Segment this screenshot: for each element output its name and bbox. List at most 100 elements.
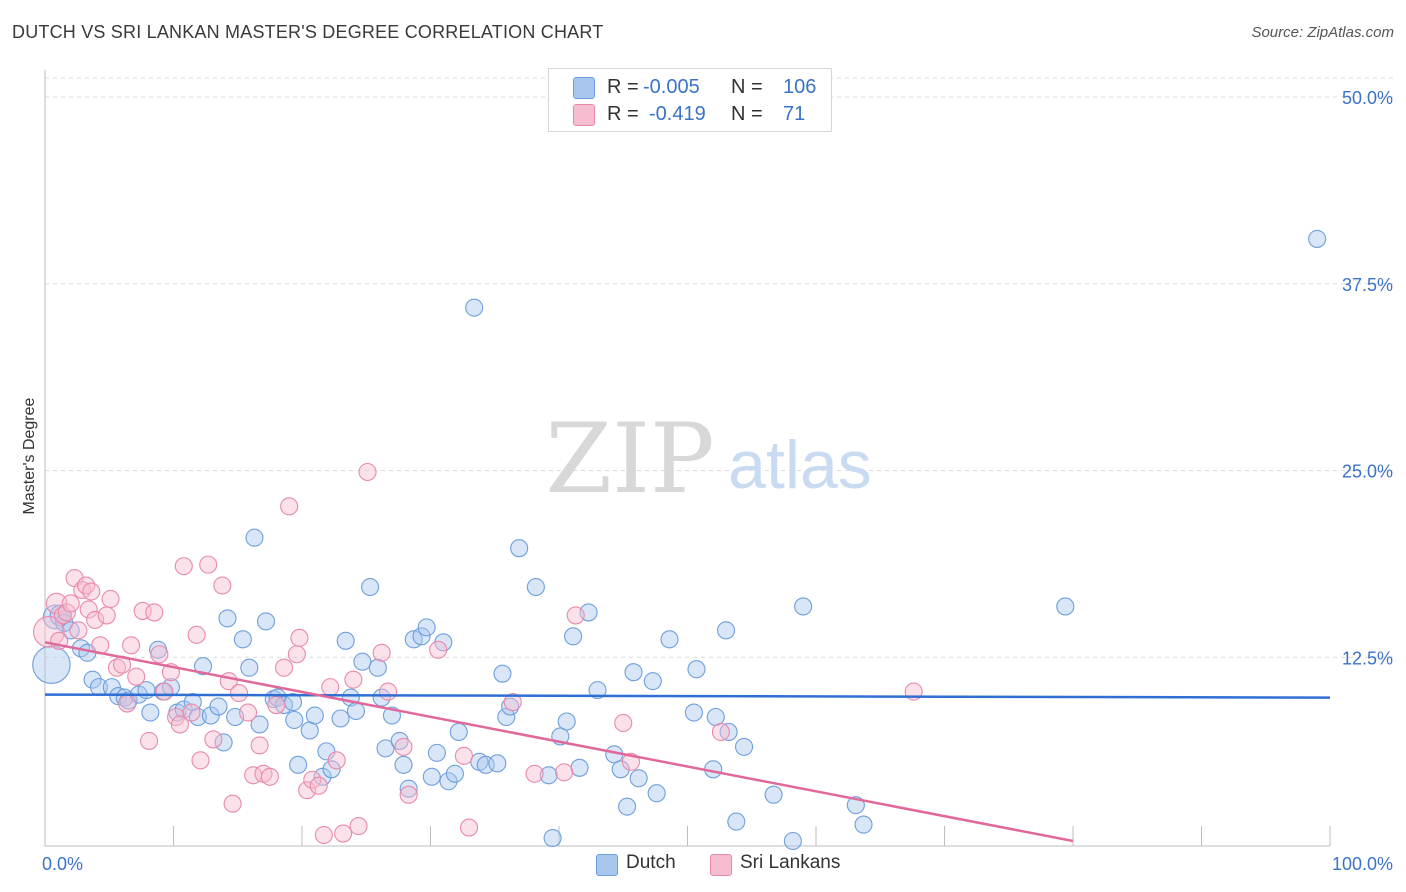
sri-lankans-point	[97, 606, 116, 625]
dutch-point	[439, 772, 458, 791]
bottom-legend-label-dutch: Dutch	[626, 852, 676, 873]
watermark-zip: ZIP	[545, 403, 714, 515]
watermark-atlas: atlas	[728, 427, 872, 503]
legend-r-value: -0.419	[649, 103, 706, 125]
sri-lankans-point	[127, 667, 146, 686]
dutch-point	[588, 681, 607, 700]
dutch-point	[256, 612, 276, 631]
sri-lankans-point	[170, 715, 189, 734]
dutch-point	[194, 657, 213, 676]
sri-lankans-point	[79, 600, 98, 619]
sri-lankans-point	[118, 694, 137, 713]
dutch-point	[427, 743, 446, 762]
dutch-point	[119, 691, 138, 710]
sri-lankans-point	[321, 678, 340, 697]
dutch-point	[109, 687, 128, 706]
sri-lankans-point	[614, 713, 633, 733]
dutch-point	[660, 630, 679, 649]
dutch-point	[83, 670, 102, 689]
legend-n-value: 71	[783, 103, 806, 125]
sri-lankans-point	[238, 703, 258, 722]
dutch-point	[647, 784, 666, 803]
dutch-point	[141, 703, 160, 722]
dutch-trend-line	[44, 693, 1331, 699]
sri-lankans-point	[150, 645, 169, 664]
dutch-point	[719, 722, 738, 742]
sri-lankans-point	[298, 781, 317, 800]
legend-r-label: R =	[607, 103, 639, 125]
bottom-legend-swatch-dutch	[596, 854, 618, 876]
grid	[45, 77, 1395, 658]
sri-lankans-point	[358, 462, 377, 482]
dutch-point	[336, 631, 355, 650]
dutch-point	[618, 797, 637, 816]
sri-lankans-point	[280, 497, 299, 516]
sri-lankans-point	[213, 576, 232, 595]
y-axis-label: Master's Degree	[21, 397, 38, 514]
dutch-point	[399, 779, 418, 798]
sri-lankans-point	[394, 737, 413, 756]
dutch-point	[61, 621, 80, 640]
dutch-point	[422, 767, 441, 786]
dutch-point	[449, 722, 468, 742]
sri-lankans-point	[566, 606, 585, 625]
axes	[44, 70, 1331, 847]
dutch-point	[376, 739, 395, 758]
sri-lankans-point	[140, 731, 159, 750]
dutch-point	[218, 609, 237, 628]
sri-lankans-point	[187, 625, 206, 644]
sri-lankans-point	[454, 746, 473, 765]
dutch-point	[289, 755, 308, 774]
dutch-point	[727, 812, 746, 831]
sri-lankans-point	[267, 696, 286, 715]
sri-lankans-point	[459, 818, 479, 837]
dutch-point	[687, 660, 706, 679]
dutch-point	[629, 769, 648, 788]
dutch-point	[734, 737, 754, 756]
y-tick-label: 12.5%	[1342, 648, 1393, 668]
sri-lankans-point	[274, 658, 294, 677]
bottom-legend-label-sri-lankans: Sri Lankans	[740, 852, 841, 873]
sri-lankans-point	[77, 576, 96, 595]
sri-lankans-point	[145, 603, 164, 622]
dutch-point	[497, 707, 516, 727]
sri-lankans-point	[61, 594, 80, 613]
chart-title: DUTCH VS SRI LANKAN MASTER'S DEGREE CORR…	[12, 22, 604, 42]
dutch-point	[493, 664, 512, 683]
sri-lankans-point	[229, 684, 249, 703]
sri-lankans-point	[314, 825, 333, 845]
sri-lankans-point	[107, 658, 127, 677]
x-tick-label: 0.0%	[42, 854, 83, 874]
dutch-point	[465, 298, 484, 317]
sri-lankans-point	[133, 601, 152, 620]
dutch-point	[214, 733, 233, 752]
dutch-point	[643, 672, 662, 691]
dutch-point	[412, 627, 431, 646]
dutch-point	[716, 621, 736, 640]
chart-source: Source: ZipAtlas.com	[1251, 24, 1394, 41]
sri-lankans-point	[309, 776, 328, 795]
sri-lankans-point	[155, 682, 174, 701]
sri-lankans-point	[399, 785, 418, 804]
bottom-legend-swatch-sri-lankans	[710, 854, 732, 876]
dutch-point	[764, 785, 783, 804]
legend-r-label: R =	[607, 76, 639, 98]
sri-lankans-point	[379, 682, 398, 701]
sri-lankans-point	[503, 693, 522, 712]
sri-lankans-point	[69, 621, 88, 640]
dutch-point	[543, 828, 562, 848]
sri-lankans-trend-line	[44, 641, 1074, 843]
y-tick-label: 37.5%	[1342, 275, 1393, 295]
dutch-point	[510, 539, 529, 558]
sri-lankans-point	[334, 824, 353, 843]
dutch-point	[526, 577, 545, 597]
dutch-point	[417, 618, 436, 637]
sri-lankans-point	[223, 794, 242, 813]
dutch-point	[611, 760, 630, 779]
sri-lankans-point	[344, 670, 363, 689]
dutch-points	[32, 229, 1327, 851]
dutch-point	[346, 701, 366, 721]
sri-lankans-point	[372, 643, 391, 662]
sri-lankans-point	[711, 722, 730, 742]
dutch-point	[684, 703, 703, 722]
